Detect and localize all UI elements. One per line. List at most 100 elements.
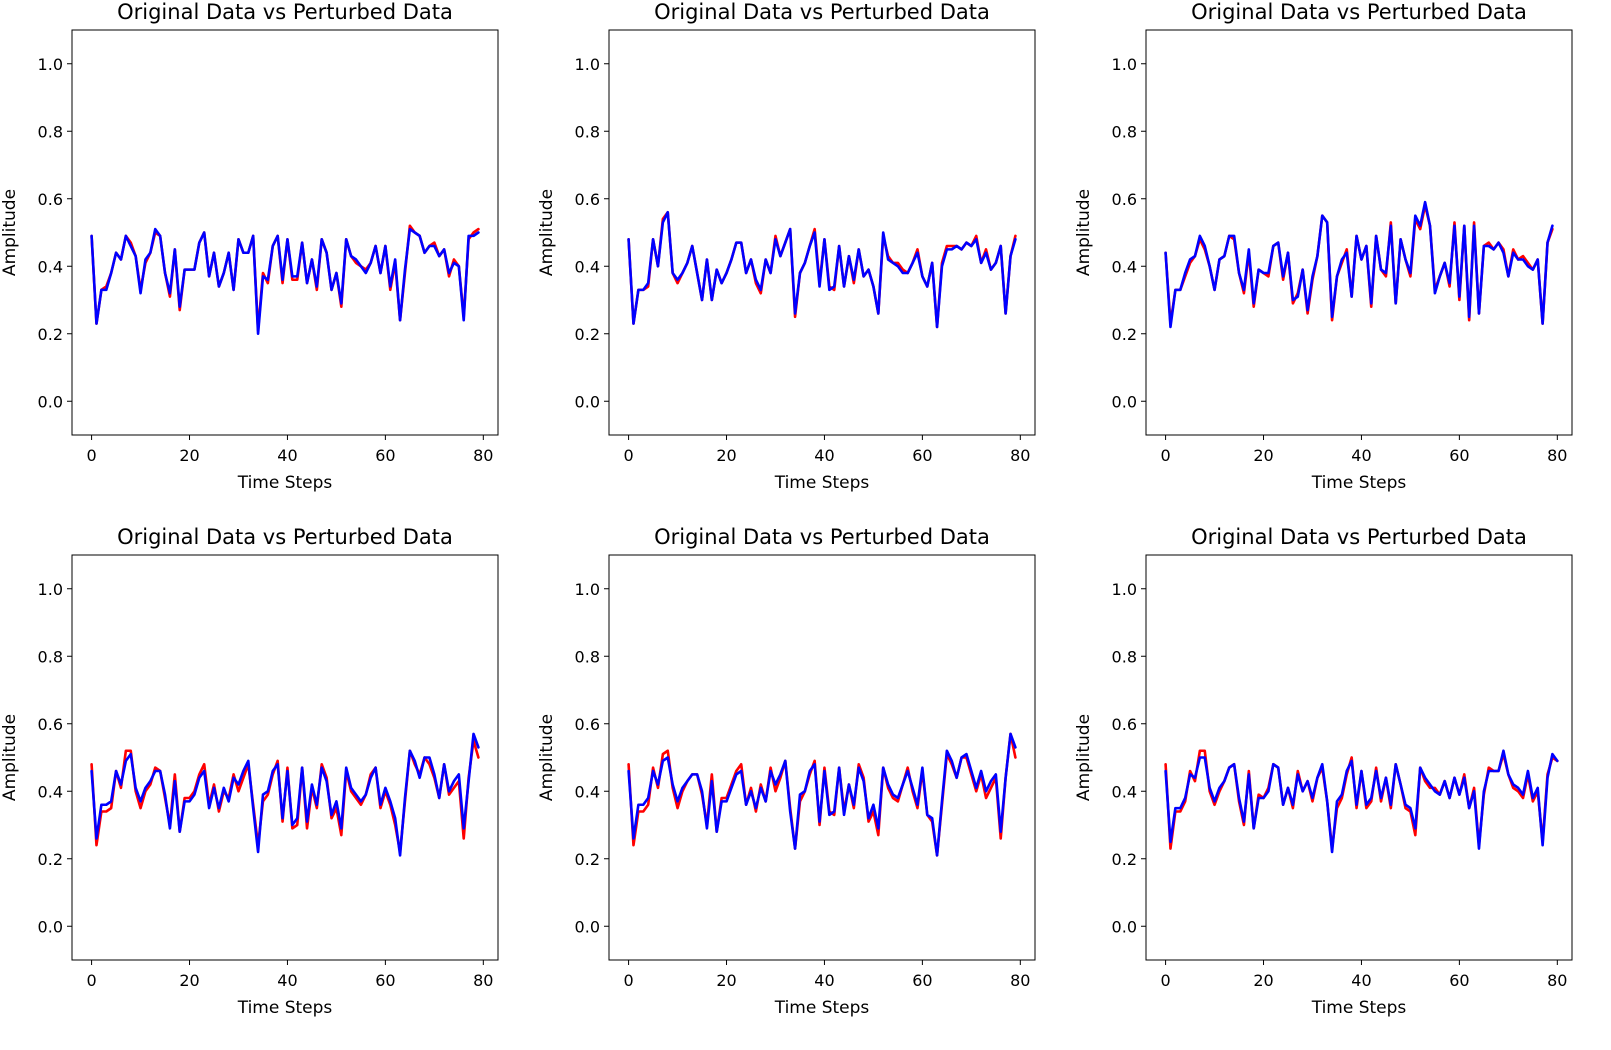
subplot-5: Original Data vs Perturbed Data 0 20 40 60 80… [537,525,1074,1050]
y-tick-label: 0.8 [1112,647,1137,666]
x-tick-label: 80 [1547,971,1567,990]
y-tick-label: 0.4 [1112,782,1137,801]
y-axis-label: Amplitude [1074,189,1094,276]
axes-frame [71,29,499,436]
y-tick-label: 0.8 [38,647,63,666]
y-tick-label: 0.0 [38,392,63,411]
x-tick-label: 40 [277,446,297,465]
y-tick-label: 1.0 [38,580,63,599]
axes-frame [1145,554,1573,961]
axes-frame [608,554,1036,961]
y-tick-label: 0.6 [38,715,63,734]
x-tick-label: 20 [1253,446,1273,465]
y-tick-label: 0.2 [575,850,600,869]
x-axis-label: Time Steps [774,473,870,493]
series-line-blue [90,227,480,336]
x-axis-label: Time Steps [237,473,333,493]
x-tick-label: 60 [375,446,395,465]
y-tick-label: 0.6 [1112,715,1137,734]
axes-frame [71,554,499,961]
series-line-blue [627,732,1017,857]
x-tick-label: 20 [716,446,736,465]
x-tick-label: 60 [1449,971,1469,990]
chart-svg: Original Data vs Perturbed Data 0 20 40 60 80… [1074,0,1573,493]
y-tick-label: 0.4 [38,782,63,801]
y-tick-label: 0.0 [575,917,600,936]
x-tick-label: 80 [473,446,493,465]
x-tick-label: 60 [1449,446,1469,465]
x-axis-label: Time Steps [237,998,333,1018]
subplot-1: Original Data vs Perturbed Data 0 20 40 60 80… [0,0,537,525]
chart-svg: Original Data vs Perturbed Data 0 20 40 60 80… [0,525,499,1018]
y-tick-label: 1.0 [575,580,600,599]
x-tick-label: 20 [716,971,736,990]
y-tick-label: 0.2 [1112,850,1137,869]
subplot-2: Original Data vs Perturbed Data 0 20 40 60 80… [537,0,1074,525]
x-axis-label: Time Steps [774,998,870,1018]
y-tick-label: 0.0 [1112,917,1137,936]
x-tick-label: 0 [1160,446,1170,465]
chart-title: Original Data vs Perturbed Data [654,525,990,549]
y-tick-label: 0.2 [1112,325,1137,344]
x-tick-label: 60 [375,971,395,990]
y-tick-label: 0.6 [575,715,600,734]
chart-svg: Original Data vs Perturbed Data 0 20 40 60 80… [0,0,499,493]
x-tick-label: 80 [1547,446,1567,465]
x-tick-label: 60 [912,971,932,990]
chart-title: Original Data vs Perturbed Data [1191,0,1527,24]
x-axis-label: Time Steps [1311,998,1407,1018]
y-tick-label: 0.4 [575,782,600,801]
chart-title: Original Data vs Perturbed Data [117,525,453,549]
chart-title: Original Data vs Perturbed Data [1191,525,1527,549]
y-tick-label: 0.2 [38,325,63,344]
chart-title: Original Data vs Perturbed Data [654,0,990,24]
x-tick-label: 0 [1160,971,1170,990]
y-axis-label: Amplitude [537,189,557,276]
series-line-blue [90,732,480,857]
x-tick-label: 40 [1351,446,1371,465]
x-tick-label: 40 [814,446,834,465]
subplot-6: Original Data vs Perturbed Data 0 20 40 60 80… [1074,525,1611,1050]
y-tick-label: 1.0 [38,55,63,74]
chart-svg: Original Data vs Perturbed Data 0 20 40 60 80… [537,0,1036,493]
y-axis-label: Amplitude [0,714,20,801]
x-tick-label: 80 [473,971,493,990]
x-tick-label: 60 [912,446,932,465]
subplot-4: Original Data vs Perturbed Data 0 20 40 60 80… [0,525,537,1050]
chart-title: Original Data vs Perturbed Data [117,0,453,24]
y-tick-label: 0.4 [1112,257,1137,276]
y-tick-label: 0.0 [575,392,600,411]
series-line-blue [627,210,1017,329]
x-tick-label: 40 [277,971,297,990]
y-axis-label: Amplitude [537,714,557,801]
y-tick-label: 0.4 [38,257,63,276]
chart-svg: Original Data vs Perturbed Data 0 20 40 60 80… [1074,525,1573,1018]
y-tick-label: 0.2 [575,325,600,344]
y-axis-label: Amplitude [1074,714,1094,801]
y-tick-label: 0.8 [575,122,600,141]
x-tick-label: 0 [86,971,96,990]
x-tick-label: 40 [1351,971,1371,990]
y-tick-label: 0.0 [1112,392,1137,411]
x-tick-label: 80 [1010,446,1030,465]
chart-svg: Original Data vs Perturbed Data 0 20 40 60 80… [537,525,1036,1018]
y-tick-label: 1.0 [1112,580,1137,599]
y-tick-label: 1.0 [1112,55,1137,74]
y-tick-label: 0.8 [1112,122,1137,141]
subplot-3: Original Data vs Perturbed Data 0 20 40 60 80… [1074,0,1611,525]
x-tick-label: 0 [623,446,633,465]
y-tick-label: 0.6 [1112,190,1137,209]
y-tick-label: 0.2 [38,850,63,869]
x-axis-label: Time Steps [1311,473,1407,493]
x-tick-label: 20 [179,446,199,465]
x-tick-label: 80 [1010,971,1030,990]
x-tick-label: 20 [179,971,199,990]
series-line-red [1164,749,1559,850]
axes-frame [608,29,1036,436]
series-line-blue [1164,749,1559,854]
axes-frame [1145,29,1573,436]
y-tick-label: 1.0 [575,55,600,74]
x-tick-label: 0 [623,971,633,990]
y-tick-label: 0.8 [38,122,63,141]
y-tick-label: 0.4 [575,257,600,276]
